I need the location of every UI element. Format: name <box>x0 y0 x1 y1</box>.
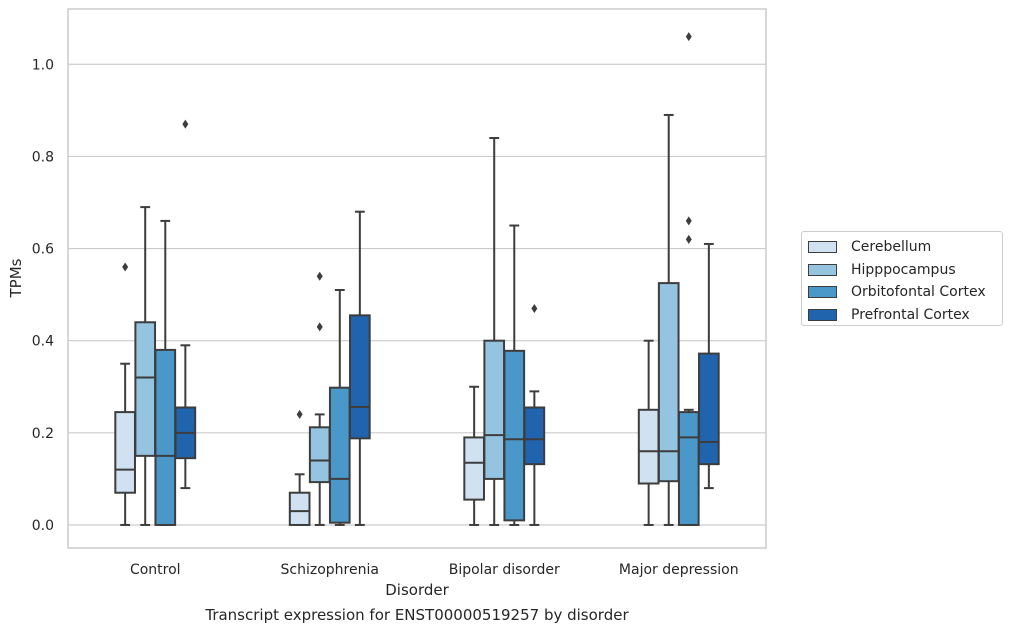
legend-item-cerebellum: Cerebellum <box>808 236 1002 259</box>
legend-label: Cerebellum <box>851 239 932 256</box>
box-body <box>288 491 311 526</box>
box-1-0 <box>134 206 157 526</box>
box-1-2 <box>483 136 506 526</box>
box-0-0 <box>114 262 136 526</box>
y-tick-label: 0.4 <box>32 334 54 350</box>
box-3-0 <box>174 119 197 490</box>
x-tick-labels: Control Schizophrenia Bipolar disorder Majo… <box>130 562 739 578</box>
box-3-1 <box>349 210 371 526</box>
legend-swatch <box>808 286 837 299</box>
box-2-2 <box>503 224 526 526</box>
outlier-point <box>685 216 692 226</box>
box-body <box>503 349 526 522</box>
outlier-point <box>182 119 189 129</box>
box-body <box>349 314 371 440</box>
box-1-1 <box>308 271 331 526</box>
box-body <box>463 436 485 501</box>
y-axis-label: TPMs <box>7 258 25 298</box>
box-body <box>657 282 680 483</box>
box-body <box>134 321 157 457</box>
box-3-2 <box>523 303 546 526</box>
y-tick-label: 0.2 <box>32 426 54 442</box>
box-body <box>523 406 546 466</box>
legend-swatch <box>808 263 837 276</box>
x-tick-label: Schizophrenia <box>281 562 379 578</box>
outlier-point <box>316 271 323 281</box>
box-body <box>308 426 331 484</box>
y-tick-label: 1.0 <box>32 57 54 73</box>
x-tick-label: Bipolar disorder <box>449 562 560 578</box>
outlier-point <box>685 234 692 244</box>
box-groups <box>114 32 720 526</box>
legend-swatch <box>808 308 837 321</box>
box-body <box>483 339 506 480</box>
y-tick-label: 0.6 <box>32 242 54 258</box>
box-2-1 <box>328 289 351 526</box>
outlier-point <box>685 32 692 42</box>
legend-label: Prefrontal Cortex <box>851 306 970 323</box>
outlier-point <box>531 303 538 313</box>
box-3-3 <box>698 242 720 490</box>
box-body <box>114 411 136 494</box>
legend-item-orbitofrontal: Orbitofontal Cortex <box>808 281 1002 304</box>
outlier-point <box>296 409 303 419</box>
box-body <box>637 408 660 485</box>
box-2-3 <box>677 32 700 526</box>
y-tick-label: 0.0 <box>32 518 54 534</box>
box-body <box>154 348 177 526</box>
box-0-2 <box>463 385 485 526</box>
legend-label: Orbitofontal Cortex <box>851 284 986 301</box>
box-body <box>698 352 720 466</box>
outlier-point <box>122 262 129 272</box>
x-tick-label: Control <box>130 562 181 578</box>
outlier-point <box>316 322 323 332</box>
legend-item-hippocampus: Hipppocampus <box>808 259 1002 282</box>
x-axis-label: Disorder <box>385 581 449 599</box>
y-tick-labels: 0.0 0.2 0.4 0.6 0.8 1.0 <box>32 57 54 534</box>
chart-caption: Transcript expression for ENST0000051925… <box>205 606 629 624</box>
legend-label: Hipppocampus <box>851 261 956 278</box>
box-body <box>328 386 351 524</box>
box-1-3 <box>657 113 680 526</box>
box-2-0 <box>154 219 177 526</box>
x-tick-label: Major depression <box>619 562 739 578</box>
y-tick-label: 0.8 <box>32 149 54 165</box>
legend: Cerebellum Hipppocampus Orbitofontal Cor… <box>801 231 1003 326</box>
box-0-1 <box>288 409 311 526</box>
box-body <box>677 411 700 526</box>
legend-swatch <box>808 241 837 254</box>
legend-item-prefrontal: Prefrontal Cortex <box>808 304 1002 327</box>
